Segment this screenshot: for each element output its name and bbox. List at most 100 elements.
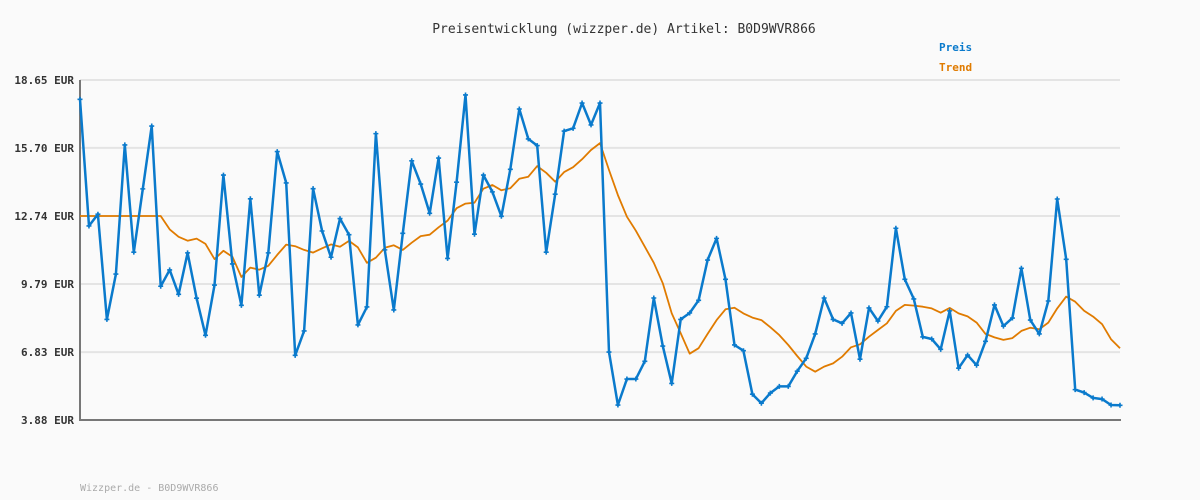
data-point (436, 155, 442, 161)
data-point (731, 342, 737, 348)
data-point (991, 302, 997, 308)
data-point (310, 186, 316, 192)
data-point (185, 250, 191, 256)
chart-title: Preisentwicklung (wizzper.de) Artikel: B… (432, 22, 816, 37)
data-point (947, 308, 953, 314)
data-point (633, 376, 639, 382)
data-point (884, 304, 890, 310)
data-point (687, 310, 693, 316)
data-point (498, 213, 504, 219)
data-point (1054, 196, 1060, 202)
data-point (346, 232, 352, 238)
data-point (696, 297, 702, 303)
data-point (337, 216, 343, 222)
footer-credit: Wizzper.de - B0D9WVR866 (80, 483, 218, 494)
data-point (974, 362, 980, 368)
data-point (624, 376, 630, 382)
data-point (1117, 402, 1123, 408)
data-point (866, 305, 872, 311)
grid (80, 79, 1120, 354)
data-point (848, 310, 854, 316)
data-point (1036, 331, 1042, 337)
data-point (830, 316, 836, 322)
data-point (1018, 265, 1024, 271)
data-point (400, 230, 406, 236)
data-point (149, 123, 155, 129)
data-point (454, 179, 460, 185)
data-point (803, 355, 809, 361)
data-point (516, 106, 522, 112)
data-point (821, 295, 827, 301)
data-point (319, 228, 325, 234)
data-point (328, 254, 334, 260)
data-point (1081, 390, 1087, 396)
data-point (211, 282, 217, 288)
data-point (597, 100, 603, 106)
data-point (274, 149, 280, 155)
data-point (409, 158, 415, 164)
data-point (131, 249, 137, 255)
data-point (113, 271, 119, 277)
series-line-preis (78, 93, 1121, 407)
data-point (714, 235, 720, 241)
data-point (167, 267, 173, 273)
data-point (256, 292, 262, 298)
data-point (723, 276, 729, 282)
data-point (965, 352, 971, 358)
data-point (561, 128, 567, 134)
data-point (86, 223, 92, 229)
data-point (857, 356, 863, 362)
data-point (1108, 402, 1114, 408)
data-point (1027, 317, 1033, 323)
data-point (382, 247, 388, 253)
data-point (158, 283, 164, 289)
y-axis-ticks: 18.65 EUR 15.70 EUR 12.74 EUR 9.79 EUR 6.83 … (14, 74, 74, 427)
data-point (794, 368, 800, 374)
legend-trend: Trend (939, 61, 972, 74)
data-point (355, 322, 361, 328)
data-point (1072, 387, 1078, 393)
data-point (77, 96, 83, 102)
data-point (588, 122, 594, 128)
data-point (875, 318, 881, 324)
data-point (427, 210, 433, 216)
data-point (1063, 256, 1069, 262)
y-tick-label: 12.74 EUR (14, 210, 74, 223)
data-point (95, 211, 101, 217)
data-point (812, 331, 818, 337)
data-point (911, 296, 917, 302)
data-point (767, 390, 773, 396)
data-point (552, 191, 558, 197)
series-group (77, 92, 1123, 408)
data-point (292, 352, 298, 358)
data-point (463, 92, 469, 98)
y-tick-label: 6.83 EUR (21, 346, 74, 359)
data-point (758, 400, 764, 406)
data-point (669, 380, 675, 386)
data-point (364, 304, 370, 310)
data-point (1000, 323, 1006, 329)
data-point (651, 295, 657, 301)
data-point (983, 338, 989, 344)
data-point (749, 391, 755, 397)
data-point (570, 125, 576, 131)
data-point (740, 348, 746, 354)
data-point (140, 186, 146, 192)
y-tick-label: 9.79 EUR (21, 278, 74, 291)
data-point (776, 383, 782, 389)
data-point (391, 307, 397, 313)
data-point (418, 181, 424, 187)
data-point (929, 336, 935, 342)
data-point (678, 316, 684, 322)
data-point (606, 349, 612, 355)
data-point (122, 142, 128, 148)
data-point (247, 196, 253, 202)
data-point (229, 261, 235, 267)
data-point (1099, 396, 1105, 402)
data-point (203, 332, 209, 338)
data-point (543, 249, 549, 255)
series-line-trend (80, 142, 1121, 373)
data-point (480, 172, 486, 178)
data-point (785, 383, 791, 389)
data-point (471, 231, 477, 237)
